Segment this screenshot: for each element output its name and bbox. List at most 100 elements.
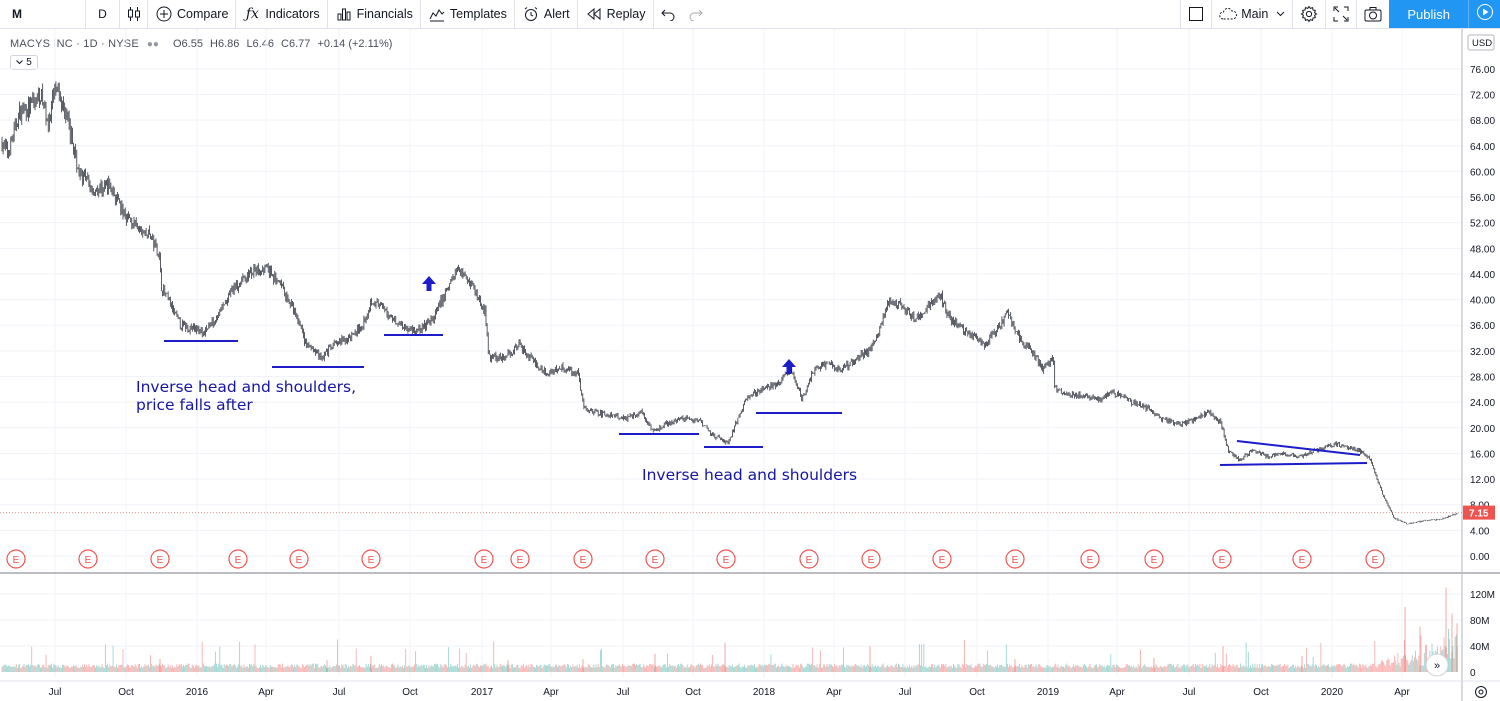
earnings-marker-label: E (939, 555, 946, 566)
axes: 76.00 72.00 68.00 64.00 60.00 56.00 52.00 48.00… (0, 29, 1500, 701)
earnings-marker-label: E (85, 555, 92, 566)
time-tick-label: Jul (617, 687, 630, 698)
earnings-marker[interactable]: E (228, 549, 248, 569)
price-tick-label: 68.00 (1470, 116, 1495, 127)
chart-legend: MACYS INC · 1D · NYSE ●● O6.55 H6.86 L6.… (10, 38, 396, 50)
toolbar-right: Main Publish (1180, 0, 1500, 28)
time-tick-label: Apr (1109, 687, 1125, 698)
fullscreen-button[interactable] (1325, 0, 1356, 28)
earnings-marker[interactable]: E (6, 549, 26, 569)
earnings-marker[interactable]: E (1212, 549, 1232, 569)
legend-collapse-button[interactable]: 5 (10, 55, 38, 70)
price-tick-label: 40.00 (1470, 296, 1495, 307)
price-tick-label: 72.00 (1470, 90, 1495, 101)
templates-label: Templates (449, 7, 507, 21)
time-tick-label: Apr (543, 687, 559, 698)
publish-button[interactable]: Publish (1389, 0, 1468, 28)
price-tick-label: 28.00 (1470, 373, 1495, 384)
earnings-marker-label: E (1219, 555, 1226, 566)
replay-label: Replay (606, 7, 646, 21)
time-tick-label: 2018 (753, 687, 776, 698)
earnings-marker[interactable]: E (932, 549, 952, 569)
alert-label: Alert (543, 7, 570, 21)
play-icon (1476, 3, 1494, 26)
time-tick-label: Jul (333, 687, 346, 698)
layout-label: Main (1241, 7, 1269, 21)
candles-icon (126, 6, 142, 22)
earnings-marker[interactable]: E (799, 549, 819, 569)
layout-button[interactable]: Main (1211, 0, 1292, 28)
last-price-box (1463, 505, 1495, 520)
price-tick-label: 36.00 (1470, 321, 1495, 332)
play-button[interactable] (1468, 0, 1500, 28)
up-arrow-icon (422, 276, 436, 291)
undo-icon (660, 7, 675, 21)
earnings-marker[interactable]: E (1005, 549, 1025, 569)
symbol-search[interactable]: M (0, 0, 86, 28)
price-tick-label: 48.00 (1470, 244, 1495, 255)
earnings-marker-label: E (868, 555, 875, 566)
time-tick-label: 2019 (1037, 687, 1060, 698)
scroll-latest-button (1425, 653, 1449, 677)
financials-button[interactable]: Financials (328, 0, 421, 28)
earnings-marker[interactable]: E (861, 549, 881, 569)
replay-button[interactable]: Replay (578, 0, 654, 28)
earnings-marker-label: E (1299, 555, 1306, 566)
alert-button[interactable]: Alert (515, 0, 578, 28)
earnings-marker-label: E (368, 555, 375, 566)
volume-tick-label: 40M (1470, 642, 1489, 653)
earnings-marker[interactable]: E (361, 549, 381, 569)
earnings-marker[interactable]: E (573, 549, 593, 569)
earnings-marker-label: E (1087, 555, 1094, 566)
earnings-marker-label: E (1151, 555, 1158, 566)
resolution-button[interactable]: D (86, 0, 120, 28)
compare-button[interactable]: Compare (148, 0, 237, 28)
templates-button[interactable]: Templates (421, 0, 515, 28)
settings-button[interactable] (1292, 0, 1325, 28)
annotation-left[interactable]: Inverse head and shoulders, price falls … (136, 378, 356, 414)
earnings-marker-label: E (517, 555, 524, 566)
legend-close: C6.77 (281, 38, 311, 50)
price-tick-label: 52.00 (1470, 219, 1495, 230)
currency-label: USD (1472, 38, 1492, 49)
time-tick-label: Oct (1253, 687, 1269, 698)
earnings-marker-label: E (235, 555, 242, 566)
price-tick-label: 16.00 (1470, 449, 1495, 460)
earnings-marker[interactable]: E (78, 549, 98, 569)
time-tick-label: Oct (118, 687, 134, 698)
indicators-button[interactable]: ƒx Indicators (236, 0, 328, 28)
currency-box (1467, 34, 1495, 51)
earnings-marker[interactable]: E (645, 549, 665, 569)
price-tick-label: 56.00 (1470, 193, 1495, 204)
volume-tick-label: 0 (1470, 668, 1476, 679)
earnings-marker[interactable]: E (1292, 549, 1312, 569)
last-price-label: 7.15 (1469, 509, 1489, 520)
earnings-marker[interactable]: E (289, 549, 309, 569)
chart-grid (0, 29, 1462, 678)
earnings-marker[interactable]: E (716, 549, 736, 569)
toolbar-spacer (710, 0, 1181, 28)
fullscreen-square-button[interactable] (1180, 0, 1211, 28)
price-chart[interactable]: E E E E E E E E E E E E E E E E E E E E 76.00 72.00 68.00 64.0… (0, 29, 1500, 701)
earnings-marker[interactable]: E (150, 549, 170, 569)
time-tick-label: Jul (1183, 687, 1196, 698)
earnings-marker[interactable]: E (1365, 549, 1385, 569)
snapshot-button[interactable] (1356, 0, 1389, 28)
earnings-marker[interactable]: E (1080, 549, 1100, 569)
earnings-marker[interactable]: E (1144, 549, 1164, 569)
chart-type-button[interactable] (120, 0, 148, 28)
undo-button[interactable] (654, 0, 682, 28)
price-tick-label: 4.00 (1470, 526, 1490, 537)
price-tick-label: 44.00 (1470, 270, 1495, 281)
earnings-marker[interactable]: E (510, 549, 530, 569)
redo-button[interactable] (682, 0, 710, 28)
earnings-marker-label: E (652, 555, 659, 566)
earnings-marker[interactable]: E (474, 549, 494, 569)
price-tick-label: 20.00 (1470, 424, 1495, 435)
eye-icon[interactable]: ●● (146, 38, 159, 50)
candlesticks (1, 81, 1458, 525)
legend-open: O6.55 (172, 38, 203, 50)
compare-label: Compare (177, 7, 229, 21)
annotation-middle[interactable]: Inverse head and shoulders (642, 466, 857, 484)
gear-icon (1300, 5, 1318, 23)
